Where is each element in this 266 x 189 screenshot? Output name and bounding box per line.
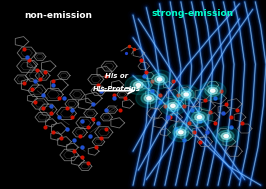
- Circle shape: [192, 112, 207, 123]
- Circle shape: [200, 81, 226, 100]
- Circle shape: [197, 116, 202, 119]
- Circle shape: [178, 89, 194, 100]
- Circle shape: [184, 93, 188, 96]
- Circle shape: [213, 127, 239, 146]
- Circle shape: [173, 85, 200, 104]
- Circle shape: [130, 79, 146, 91]
- Circle shape: [176, 129, 186, 136]
- Text: strong-emission: strong-emission: [152, 9, 234, 18]
- Circle shape: [208, 87, 218, 94]
- Circle shape: [205, 85, 221, 96]
- Circle shape: [144, 95, 154, 102]
- Circle shape: [224, 135, 228, 138]
- Circle shape: [147, 97, 151, 100]
- Circle shape: [211, 89, 215, 92]
- Circle shape: [136, 89, 162, 108]
- Circle shape: [141, 93, 157, 104]
- Circle shape: [152, 74, 168, 85]
- Circle shape: [155, 76, 164, 83]
- Circle shape: [195, 114, 204, 121]
- Text: His-Proteins: His-Proteins: [93, 86, 141, 92]
- Circle shape: [218, 130, 234, 142]
- Circle shape: [157, 78, 162, 81]
- Circle shape: [165, 100, 181, 112]
- Circle shape: [146, 70, 173, 89]
- Circle shape: [179, 131, 183, 134]
- Circle shape: [134, 82, 143, 88]
- Circle shape: [181, 91, 191, 98]
- Circle shape: [168, 102, 178, 109]
- Circle shape: [125, 76, 152, 94]
- Circle shape: [136, 84, 140, 87]
- Circle shape: [221, 133, 231, 139]
- Circle shape: [160, 96, 186, 115]
- Circle shape: [186, 108, 213, 127]
- Text: non-emission: non-emission: [24, 11, 92, 20]
- Circle shape: [171, 104, 175, 107]
- Circle shape: [168, 123, 194, 142]
- Circle shape: [173, 127, 189, 138]
- Text: His or: His or: [106, 73, 128, 79]
